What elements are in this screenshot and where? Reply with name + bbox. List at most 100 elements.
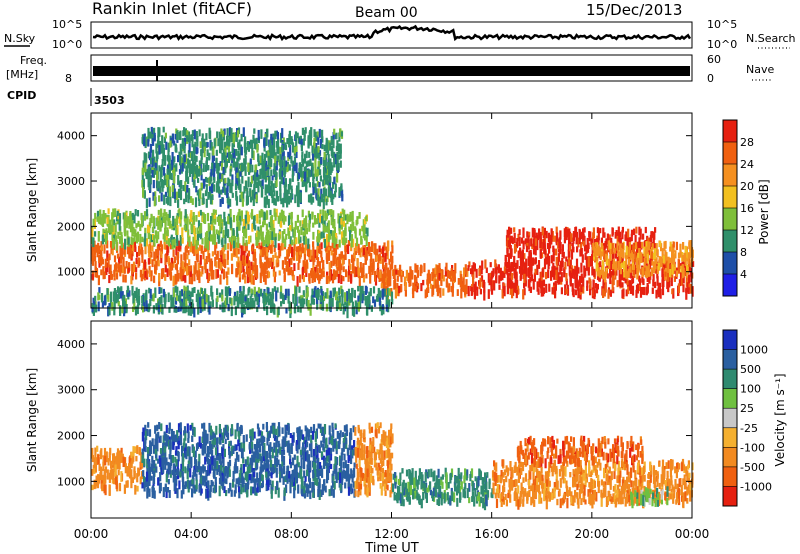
data-cell xyxy=(212,234,215,245)
data-cell xyxy=(566,284,569,291)
data-cell xyxy=(211,153,214,163)
data-cell xyxy=(291,174,294,182)
data-cell xyxy=(667,256,670,264)
data-cell xyxy=(238,274,241,283)
data-cell xyxy=(93,256,97,262)
data-cell xyxy=(156,441,159,452)
data-cell xyxy=(310,127,313,139)
data-cell xyxy=(365,235,368,247)
data-cell xyxy=(141,137,144,144)
data-cell xyxy=(389,269,392,279)
data-cell xyxy=(591,254,594,260)
data-cell xyxy=(282,215,286,225)
nsky-label: N.Sky xyxy=(4,32,36,45)
data-cell xyxy=(345,437,348,445)
data-cell xyxy=(361,268,364,278)
data-cell xyxy=(397,270,400,276)
data-cell xyxy=(492,268,495,276)
data-cell xyxy=(174,297,178,305)
data-cell xyxy=(473,263,476,272)
data-cell xyxy=(258,242,261,250)
data-cell xyxy=(135,455,138,462)
data-cell xyxy=(192,215,196,225)
data-cell xyxy=(242,191,245,202)
data-cell xyxy=(289,193,292,203)
data-cell xyxy=(208,152,211,160)
data-cell xyxy=(327,247,331,253)
data-cell xyxy=(165,424,168,434)
data-cell xyxy=(369,268,372,277)
data-cell xyxy=(213,177,216,183)
data-cell xyxy=(140,461,143,468)
data-cell xyxy=(204,214,207,224)
data-cell xyxy=(297,236,301,244)
data-cell xyxy=(320,288,323,295)
data-cell xyxy=(621,255,624,266)
data-cell xyxy=(519,260,523,266)
data-cell xyxy=(166,230,169,237)
data-cell xyxy=(161,303,164,315)
data-cell xyxy=(434,279,437,289)
data-cell xyxy=(177,199,180,208)
data-cell xyxy=(316,477,319,486)
data-cell xyxy=(227,216,230,224)
data-cell xyxy=(120,232,123,241)
data-cell xyxy=(173,305,176,313)
data-cell xyxy=(107,257,110,268)
data-cell xyxy=(222,302,225,313)
data-cell xyxy=(157,215,160,224)
data-cell xyxy=(308,223,311,232)
data-cell xyxy=(571,272,574,279)
data-cell xyxy=(679,243,682,253)
data-cell xyxy=(227,145,230,155)
data-cell xyxy=(194,197,198,208)
data-cell xyxy=(311,166,314,177)
data-cell xyxy=(579,275,582,285)
data-cell xyxy=(191,137,194,148)
data-cell xyxy=(342,461,345,469)
data-cell xyxy=(168,422,171,431)
data-cell xyxy=(158,422,161,430)
data-cell xyxy=(117,300,120,307)
data-cell xyxy=(166,168,169,175)
data-cell xyxy=(117,469,120,476)
data-cell xyxy=(165,233,168,241)
data-cell xyxy=(223,428,226,439)
data-cell xyxy=(202,163,205,173)
data-cell xyxy=(144,270,147,278)
data-cell xyxy=(346,307,349,319)
data-cell xyxy=(144,169,147,177)
data-cell xyxy=(159,240,162,248)
data-cell xyxy=(506,261,509,269)
data-cell xyxy=(187,150,190,158)
data-cell xyxy=(334,423,337,429)
data-cell xyxy=(328,458,331,468)
data-cell xyxy=(191,130,194,137)
data-cell xyxy=(560,272,563,282)
data-cell xyxy=(123,225,126,235)
data-cell xyxy=(378,296,381,306)
data-cell xyxy=(148,475,151,487)
data-cell xyxy=(472,273,475,284)
data-cell xyxy=(255,181,258,189)
data-cell xyxy=(95,457,98,466)
data-cell xyxy=(640,268,643,275)
data-cell xyxy=(108,275,111,284)
data-cell xyxy=(245,210,248,219)
data-cell xyxy=(351,264,355,274)
data-cell xyxy=(187,176,190,184)
data-cell xyxy=(208,231,211,241)
data-cell xyxy=(182,185,185,192)
data-cell xyxy=(311,295,314,305)
data-cell xyxy=(200,245,203,251)
data-cell xyxy=(168,209,171,218)
data-cell xyxy=(358,212,361,219)
data-cell xyxy=(299,192,302,203)
data-cell xyxy=(688,253,692,259)
data-cell xyxy=(270,145,273,151)
data-cell xyxy=(93,468,96,474)
data-cell xyxy=(298,286,301,293)
data-cell xyxy=(595,253,598,261)
data-cell xyxy=(354,243,358,252)
data-cell xyxy=(635,226,638,234)
